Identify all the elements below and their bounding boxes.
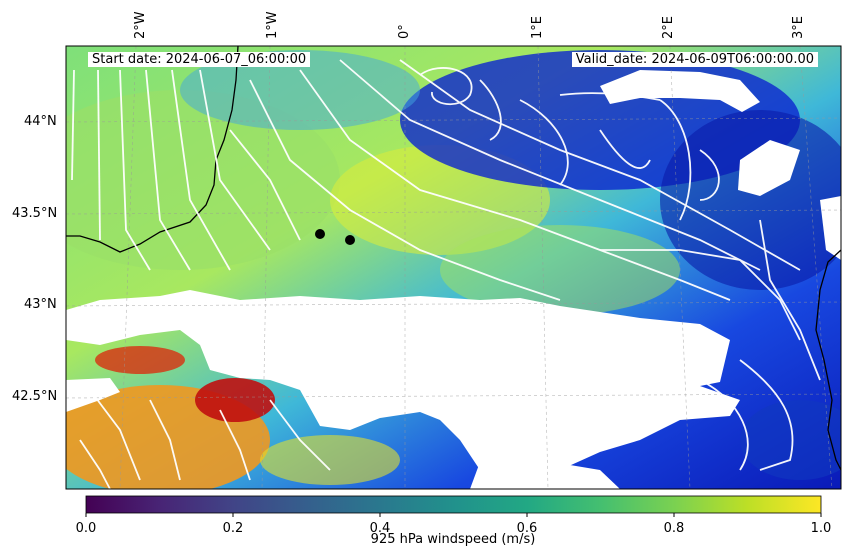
lat-label: 44°N	[24, 114, 57, 129]
streamlines	[71, 59, 821, 490]
marker-point-1	[315, 229, 325, 239]
lon-label: 1°E	[530, 16, 545, 39]
lon-label: 3°E	[791, 16, 806, 39]
colorbar-tick-label: 0.8	[663, 521, 685, 536]
lon-label: 1°W	[265, 11, 280, 39]
colorbar-title: 925 hPa windspeed (m/s)	[370, 532, 536, 547]
colorbar-tick-label: 0.6	[516, 521, 538, 536]
plot-frame	[65, 45, 842, 490]
points-of-interest	[315, 229, 355, 245]
colorbar	[85, 495, 822, 514]
no-data-region	[66, 290, 740, 470]
colorbar-tick-label: 0.2	[222, 521, 244, 536]
colorbar-ticks	[85, 513, 822, 517]
colorbar-tick-label: 1.0	[810, 521, 832, 536]
windspeed-field	[66, 46, 841, 489]
lon-label: 0°	[397, 24, 412, 39]
lat-label: 43°N	[24, 297, 57, 312]
lon-label: 2°W	[133, 11, 148, 39]
marker-point-2	[345, 235, 355, 245]
lat-label: 43.5°N	[12, 206, 58, 221]
graticule	[65, 45, 842, 490]
lon-label: 2°E	[661, 16, 676, 39]
start-date-label: Start date: 2024-06-07_06:00:00	[88, 52, 311, 67]
colorbar-tick-label: 0.4	[369, 521, 391, 536]
valid-date-label: Valid_date: 2024-06-09T06:00:00.00	[571, 52, 818, 67]
colorbar-tick-label: 0.0	[75, 521, 97, 536]
lat-label: 42.5°N	[12, 389, 58, 404]
